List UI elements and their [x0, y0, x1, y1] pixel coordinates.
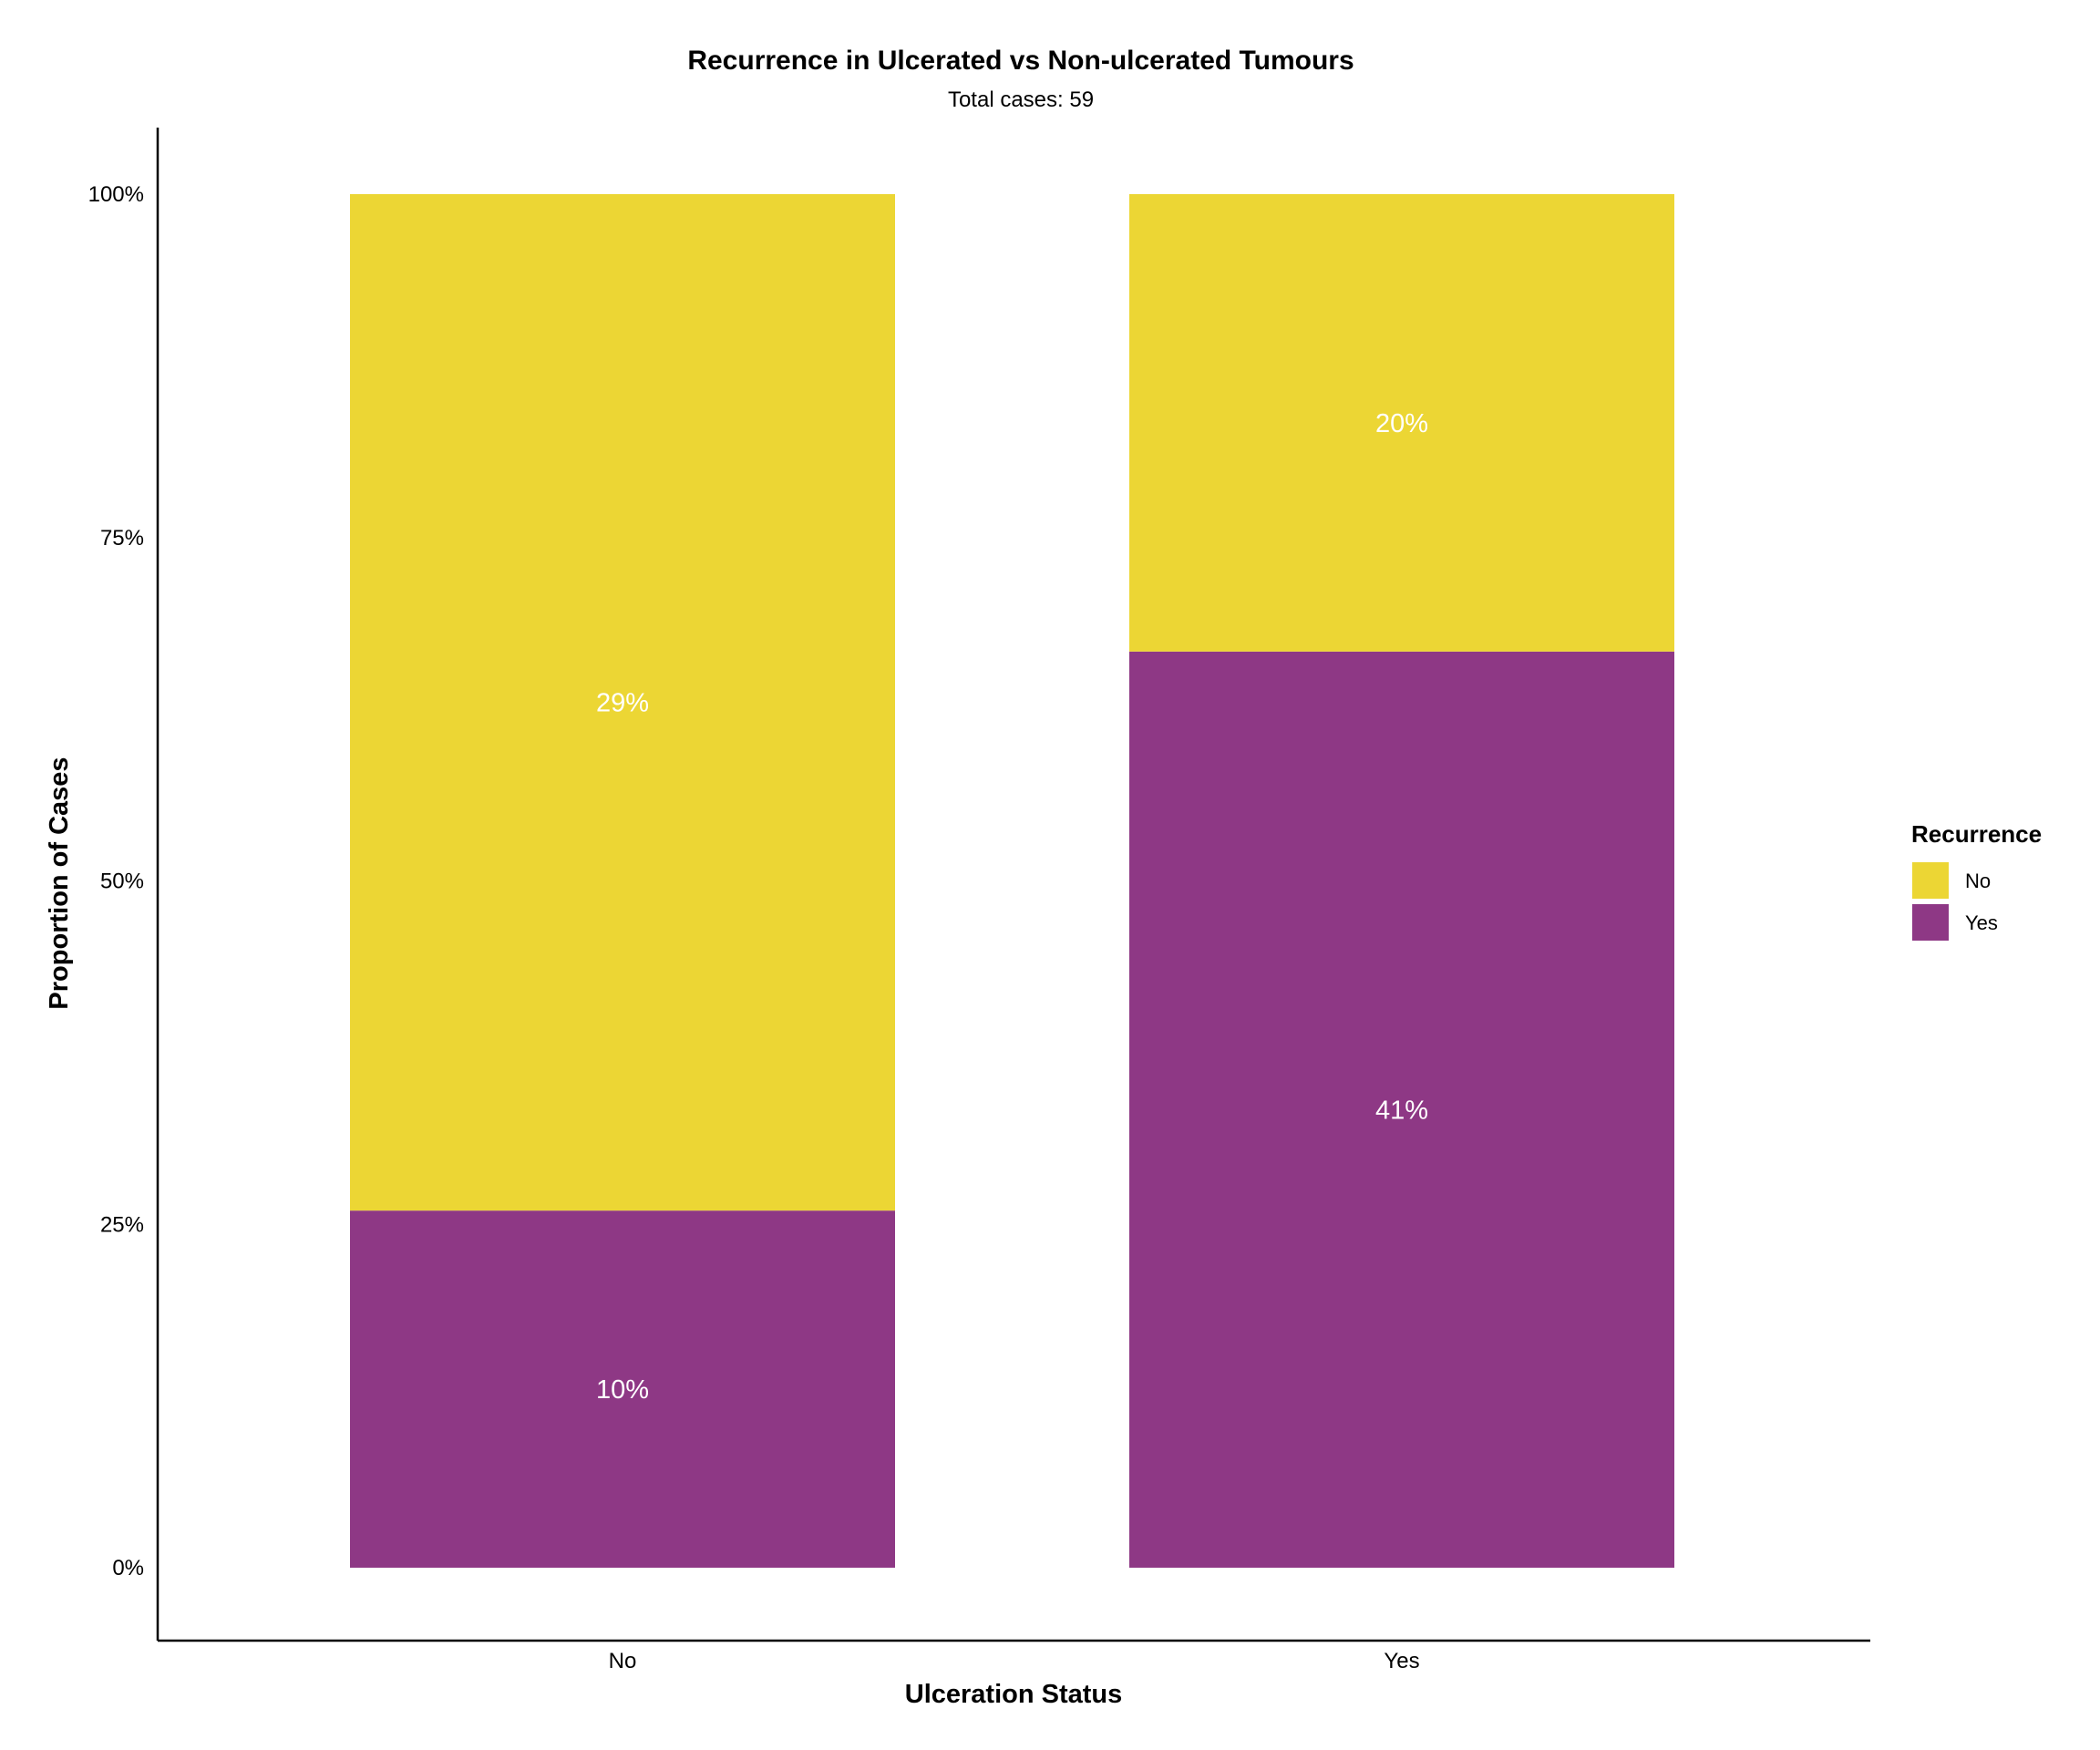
- x-tick-label: Yes: [1384, 1649, 1419, 1673]
- legend-items: No Yes: [1910, 860, 1998, 942]
- y-tick-label: 100%: [88, 182, 144, 207]
- bar-labels-group: 10% 29% 41% 20%: [596, 409, 1428, 1405]
- bar-segment-no-yes: [350, 1210, 895, 1568]
- chart-title: Recurrence in Ulcerated vs Non-ulcerated…: [687, 46, 1354, 76]
- y-axis-title: Proportion of Cases: [45, 757, 74, 1009]
- legend-label-yes: Yes: [1965, 911, 1998, 934]
- y-tick-labels: 0% 25% 50% 75% 100%: [88, 182, 144, 1580]
- y-tick-label: 50%: [100, 870, 144, 894]
- y-tick-label: 75%: [100, 526, 144, 551]
- x-tick-labels: No Yes: [609, 1649, 1420, 1673]
- legend-swatch-no: [1910, 860, 1951, 901]
- x-tick-label: No: [609, 1649, 637, 1673]
- y-tick-label: 25%: [100, 1212, 144, 1237]
- legend-label-no: No: [1965, 870, 1991, 892]
- chart-subtitle: Total cases: 59: [948, 88, 1094, 112]
- bar-label-no-yes: 10%: [596, 1375, 649, 1405]
- bar-segment-no-no: [350, 194, 895, 1211]
- bar-label-yes-no: 20%: [1375, 409, 1428, 438]
- bar-label-yes-yes: 41%: [1375, 1096, 1428, 1125]
- bar-segment-yes-yes: [1129, 651, 1674, 1568]
- y-tick-label: 0%: [112, 1556, 144, 1580]
- legend-title: Recurrence: [1911, 820, 2042, 848]
- x-axis-title: Ulceration Status: [905, 1680, 1123, 1709]
- bars-group: [350, 194, 1674, 1568]
- legend: Recurrence No Yes: [1910, 820, 2042, 942]
- legend-swatch-yes: [1910, 902, 1951, 942]
- bar-segment-yes-no: [1129, 194, 1674, 652]
- bar-label-no-no: 29%: [596, 689, 649, 718]
